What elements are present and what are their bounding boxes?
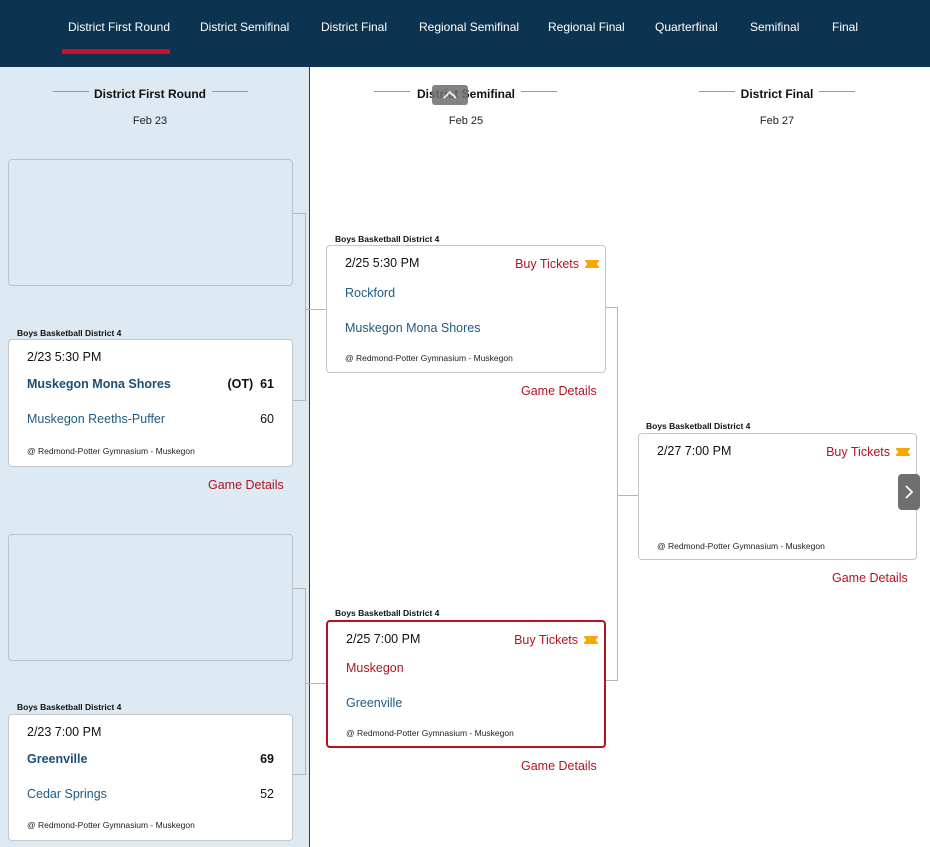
tab-regional-final[interactable]: Regional Final: [548, 20, 625, 34]
bracket-line: [305, 213, 306, 401]
game-card-r1-g2[interactable]: 2/23 5:30 PM Muskegon Mona Shores (OT) 6…: [8, 339, 293, 467]
bracket-line: [292, 400, 305, 401]
collapse-button[interactable]: [432, 85, 468, 105]
column-title: District First Round: [93, 87, 206, 101]
team-score-winner: (OT) 61: [227, 377, 274, 391]
district-label: Boys Basketball District 4: [335, 608, 440, 618]
ticket-icon: [582, 636, 600, 644]
tab-regional-semifinal[interactable]: Regional Semifinal: [419, 20, 520, 34]
bracket-line: [617, 495, 638, 496]
column-date: Feb 23: [132, 115, 168, 127]
game-venue: @ Redmond-Potter Gymnasium - Muskegon: [345, 353, 513, 363]
chevron-right-icon: [905, 485, 914, 499]
active-tab-indicator: [62, 49, 170, 54]
game-card-final[interactable]: 2/27 7:00 PM Buy Tickets @ Redmond-Potte…: [638, 433, 917, 560]
bracket-line: [617, 307, 618, 681]
district-label: Boys Basketball District 4: [17, 702, 122, 712]
tab-district-semifinal[interactable]: District Semifinal: [200, 20, 290, 34]
team-score: 60: [260, 412, 274, 426]
header-rule: [212, 91, 248, 92]
tab-district-final[interactable]: District Final: [321, 20, 388, 34]
bracket-line: [292, 213, 305, 214]
header-rule: [819, 91, 855, 92]
team-name[interactable]: Greenville: [346, 696, 403, 710]
column-header-district-final: District Final Feb 27: [627, 85, 927, 127]
buy-tickets-label: Buy Tickets: [514, 633, 578, 647]
column-date: Feb 27: [759, 115, 795, 127]
game-card-sf-g1[interactable]: 2/25 5:30 PM Buy Tickets Rockford Muskeg…: [326, 245, 606, 373]
column-divider: [309, 67, 310, 847]
game-details-link[interactable]: Game Details: [832, 571, 908, 585]
score-value: 61: [260, 377, 274, 391]
team-name[interactable]: Rockford: [345, 286, 396, 300]
team-name-winner[interactable]: Muskegon Mona Shores: [27, 377, 171, 391]
ticket-icon: [894, 448, 912, 456]
empty-game-slot: [8, 534, 293, 661]
game-venue: @ Redmond-Potter Gymnasium - Muskegon: [346, 728, 514, 738]
game-time: 2/25 7:00 PM: [346, 632, 421, 646]
team-name[interactable]: Muskegon Reeths-Puffer: [27, 412, 166, 426]
buy-tickets-label: Buy Tickets: [515, 257, 579, 271]
buy-tickets-link[interactable]: Buy Tickets: [826, 445, 912, 459]
game-venue: @ Redmond-Potter Gymnasium - Muskegon: [657, 541, 825, 551]
team-name[interactable]: Muskegon Mona Shores: [345, 321, 481, 335]
team-name-winner[interactable]: Greenville: [27, 752, 88, 766]
buy-tickets-link[interactable]: Buy Tickets: [515, 257, 601, 271]
district-label: Boys Basketball District 4: [646, 421, 751, 431]
bracket-line: [605, 680, 617, 681]
tab-district-first-round[interactable]: District First Round: [68, 20, 171, 34]
game-details-link[interactable]: Game Details: [208, 478, 284, 492]
buy-tickets-label: Buy Tickets: [826, 445, 890, 459]
header-rule: [699, 91, 735, 92]
district-label: Boys Basketball District 4: [17, 328, 122, 338]
team-name-highlighted[interactable]: Muskegon: [346, 661, 404, 675]
tab-final[interactable]: Final: [832, 20, 859, 34]
column-title: District Final: [740, 87, 814, 101]
overtime-label: (OT): [227, 377, 254, 391]
column-date: Feb 25: [448, 115, 484, 127]
bracket-line: [292, 588, 305, 589]
tab-semifinal[interactable]: Semifinal: [750, 20, 800, 34]
header-rule: [374, 91, 410, 92]
team-name[interactable]: Cedar Springs: [27, 787, 107, 801]
game-time: 2/23 5:30 PM: [27, 350, 102, 364]
bracket-line: [305, 588, 306, 775]
game-details-link[interactable]: Game Details: [521, 759, 597, 773]
game-time: 2/25 5:30 PM: [345, 256, 420, 270]
header-rule: [53, 91, 89, 92]
round-nav-bar: District First Round District Semifinal …: [0, 0, 930, 67]
header-rule: [521, 91, 557, 92]
empty-game-slot: [8, 159, 293, 286]
game-time: 2/27 7:00 PM: [657, 444, 732, 458]
game-venue: @ Redmond-Potter Gymnasium - Muskegon: [27, 820, 195, 830]
chevron-up-icon: [443, 90, 457, 99]
column-header-first-round: District First Round Feb 23: [0, 85, 300, 127]
team-score: 52: [260, 787, 274, 801]
game-card-r1-g4[interactable]: 2/23 7:00 PM Greenville 69 Cedar Springs…: [8, 714, 293, 841]
bracket-line: [305, 683, 326, 684]
tab-quarterfinal[interactable]: Quarterfinal: [655, 20, 718, 34]
game-time: 2/23 7:00 PM: [27, 725, 102, 739]
bracket-line: [305, 309, 326, 310]
scroll-next-button[interactable]: [898, 474, 920, 510]
game-details-link[interactable]: Game Details: [521, 384, 597, 398]
game-venue: @ Redmond-Potter Gymnasium - Muskegon: [27, 446, 195, 456]
district-label: Boys Basketball District 4: [335, 234, 440, 244]
team-score-winner: 69: [260, 752, 274, 766]
ticket-icon: [583, 260, 601, 268]
bracket-line: [292, 774, 305, 775]
bracket-line: [605, 307, 617, 308]
game-card-sf-g2[interactable]: 2/25 7:00 PM Buy Tickets Muskegon Greenv…: [326, 620, 606, 748]
buy-tickets-link[interactable]: Buy Tickets: [514, 633, 600, 647]
